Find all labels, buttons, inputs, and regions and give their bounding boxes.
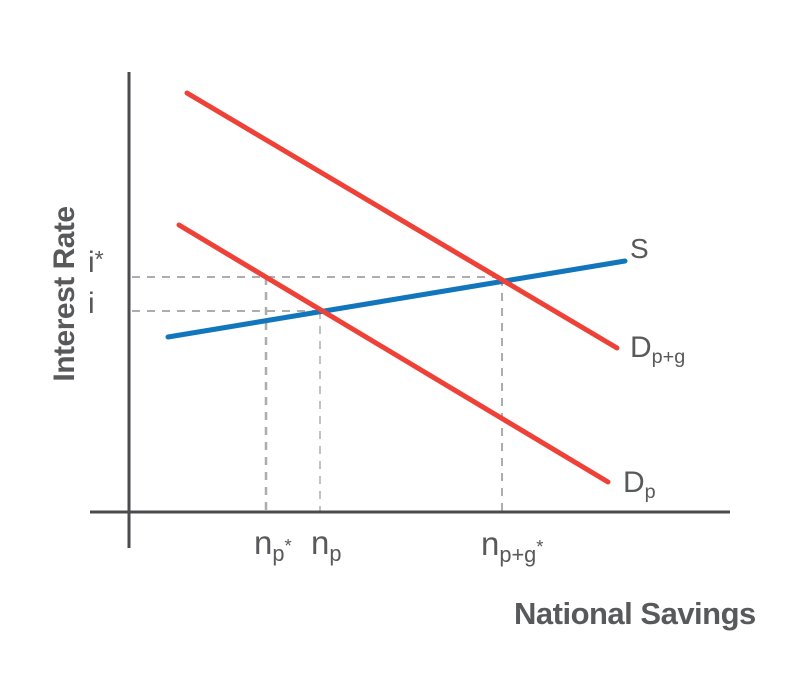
n-p-plus-g-star-asterisk: * [536,535,544,557]
x-tick-n-p-plus-g-star: np+g* [481,525,543,565]
curve-D_p [176,222,611,485]
d-p-subscript: p [644,481,656,504]
curve-S [165,258,628,340]
i-star-asterisk: * [94,245,104,272]
x-axis-title: National Savings [514,596,756,631]
d-p-plus-g-subscript: p+g [651,346,686,369]
curve-label-s: S [630,235,649,263]
n-p-plus-g-star-subscript: p+g* [499,535,544,567]
n-letter: n [311,524,330,561]
i-star-letter: i [88,246,95,279]
d-letter: D [623,466,645,499]
y-tick-i: i [88,289,95,319]
x-tick-n-p-star: np* [254,524,292,564]
y-axis-title: Interest Rate [48,206,81,382]
x-tick-n-p: np [311,524,341,564]
n-p-star-asterisk: * [284,534,292,556]
curve-label-d-p: Dp [623,466,656,503]
d-letter: D [630,331,652,364]
curve-label-d-p-plus-g: Dp+g [630,331,685,368]
n-letter: n [481,525,500,562]
n-letter: n [254,524,273,561]
curve-D_p+g [184,90,620,351]
n-p-star-subscript: p* [272,534,292,566]
y-tick-i-star: i* [88,245,104,279]
i-letter: i [88,287,95,320]
n-p-subscript: p [329,540,342,566]
s-letter: S [630,233,649,264]
